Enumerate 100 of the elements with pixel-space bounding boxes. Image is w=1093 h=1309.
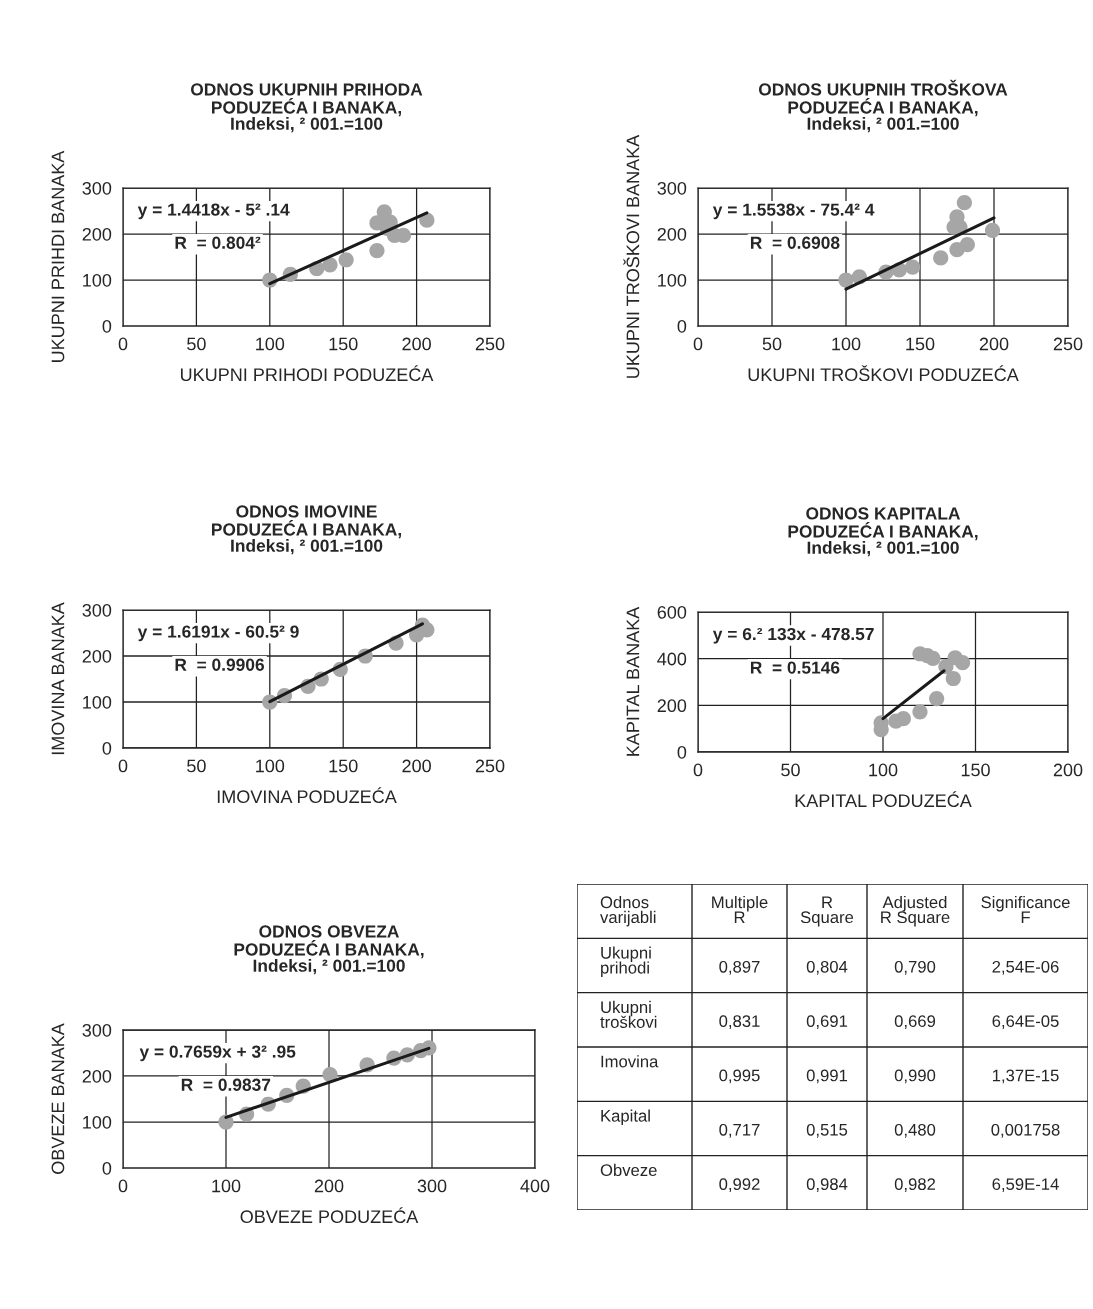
x-tick-label: 50 [187,759,206,773]
y-axis-title: OBVEZE BANAKA [51,1023,65,1174]
annotation: R = 0.5146 [750,661,840,674]
x-tick-label: 250 [475,337,505,351]
chart-title: ODNOS UKUPNIH TROŠKOVA PODUZEĆA I BANAKA, Indeksi, ² 001.=100 [758,79,1008,133]
point [904,259,921,275]
text: 0,992 [719,1178,760,1192]
x-tick-label: 0 [693,763,703,777]
category-label: Ukupni prihodi [601,946,651,977]
y-tick-label: 200 [82,1069,112,1083]
x-tick-label: 0 [118,1179,128,1193]
category-label: Significance F [981,895,1070,923]
annotation: y = 1.6191x - 60.5² 9 [137,625,299,642]
y-tick-label: 300 [82,1023,112,1037]
chart-title: ODNOS UKUPNIH PRIHODA PODUZEĆA I BANAKA, Indeksi, ² 001.=100 [190,83,423,133]
text: 0,831 [719,1015,760,1029]
y-tick-label: 0 [102,319,112,333]
y-axis-title: IMOVINA BANAKA [51,602,65,755]
point [838,272,854,288]
category-label: R Square [800,896,854,927]
x-tick-label: 100 [256,337,285,351]
point [338,252,354,268]
x-tick-label: 100 [832,337,861,351]
y-tick-label: 100 [83,1115,112,1129]
annotation: R = 0.804² [175,236,261,249]
x-tick-label: 100 [212,1179,241,1193]
y-axis-title: UKUPNI PRIHDI BANAKA [51,150,65,362]
point [984,222,1001,238]
x-tick-label: 50 [187,337,206,351]
text: 0,897 [719,960,760,975]
x-tick-label: 250 [475,759,505,773]
x-tick-label: 100 [869,763,898,777]
point [933,250,949,266]
x-tick-label: 50 [762,337,782,351]
x-tick-label: 200 [402,337,431,351]
text: 2,54E-06 [992,960,1059,975]
point [925,650,941,667]
text: 0,669 [894,1015,936,1029]
text: 0,982 [894,1178,936,1192]
category-label: Imovina [601,1055,659,1068]
x-tick-label: 150 [961,763,990,777]
annotation: y = 1.5538x - 75.4² 4 [712,203,875,220]
y-tick-label: 400 [657,652,687,666]
y-tick-label: 300 [657,181,687,195]
x-axis-title: UKUPNI PRIHODI PODUZEĆA [180,365,434,382]
point [322,1067,338,1083]
x-tick-label: 250 [1053,337,1083,351]
y-tick-label: 600 [657,605,687,619]
x-tick-label: 0 [693,337,703,351]
category-label: Adjusted R Square [881,895,950,927]
text: 0,480 [894,1123,936,1138]
y-axis-title: UKUPNI TROŠKOVI BANAKA [623,134,640,378]
text: 0,804 [806,960,848,975]
x-tick-label: 200 [314,1179,344,1193]
point [929,690,945,707]
x-tick-label: 100 [256,759,285,773]
chart-title: ODNOS KAPITALA PODUZEĆA I BANAKA, Indeksi, ² 001.=100 [788,507,978,557]
x-tick-label: 300 [417,1179,447,1193]
y-tick-label: 0 [677,745,687,759]
y-tick-label: 200 [657,227,687,241]
text: 0,790 [894,960,936,975]
category-label: Ukupni troškovi [600,1000,657,1028]
y-tick-label: 100 [83,695,112,709]
point [954,655,971,671]
y-tick-label: 200 [82,227,112,241]
chart-title: ODNOS IMOVINE PODUZEĆA I BANAKA, Indeksi, ² 001.=100 [212,505,401,555]
x-tick-label: 150 [906,337,935,351]
point [322,257,338,273]
point [912,704,928,720]
text: 0,990 [894,1069,936,1084]
y-axis-title: KAPITAL BANAKA [626,606,640,756]
y-tick-label: 200 [82,649,112,663]
chart-title: ODNOS OBVEZA PODUZEĆA I BANAKA, Indeksi, ² 001.=100 [234,925,424,975]
y-tick-label: 300 [82,181,112,195]
x-axis-title: IMOVINA PODUZEĆA [217,787,397,804]
y-tick-label: 100 [658,273,687,287]
text: 0,691 [806,1015,848,1029]
x-tick-label: 150 [329,759,358,773]
annotation: R = 0.9837 [181,1078,271,1091]
y-tick-label: 0 [102,1161,112,1175]
category-label: Odnos varijabli [600,895,656,927]
x-axis-title: KAPITAL PODUZEĆA [795,791,972,808]
point [959,236,975,253]
text: 1,37E-15 [992,1069,1059,1084]
category-label: Obveze [600,1163,657,1177]
annotation: R = 0.9906 [175,658,264,671]
y-tick-label: 100 [83,273,112,287]
text: 0,717 [719,1123,760,1138]
annotation: y = 0.7659x + 3² .95 [139,1045,296,1062]
x-tick-label: 400 [520,1179,550,1193]
annotation: y = 6.² 133x - 478.57 [712,627,874,644]
text: 0,991 [806,1069,848,1084]
point [369,242,385,259]
text: 0,001758 [991,1123,1060,1138]
x-tick-label: 0 [118,337,128,351]
x-axis-title: OBVEZE PODUZEĆA [240,1207,419,1224]
x-tick-label: 0 [118,759,128,773]
x-tick-label: 200 [402,759,431,773]
point [956,195,973,211]
annotation: R = 0.6908 [750,236,840,249]
